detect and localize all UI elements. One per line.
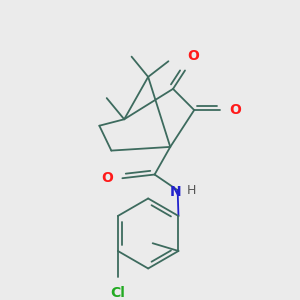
Text: N: N bbox=[170, 185, 182, 199]
Text: H: H bbox=[187, 184, 196, 197]
Text: O: O bbox=[187, 49, 199, 63]
Text: O: O bbox=[229, 103, 241, 117]
Text: Cl: Cl bbox=[110, 286, 125, 300]
Text: O: O bbox=[101, 171, 113, 185]
